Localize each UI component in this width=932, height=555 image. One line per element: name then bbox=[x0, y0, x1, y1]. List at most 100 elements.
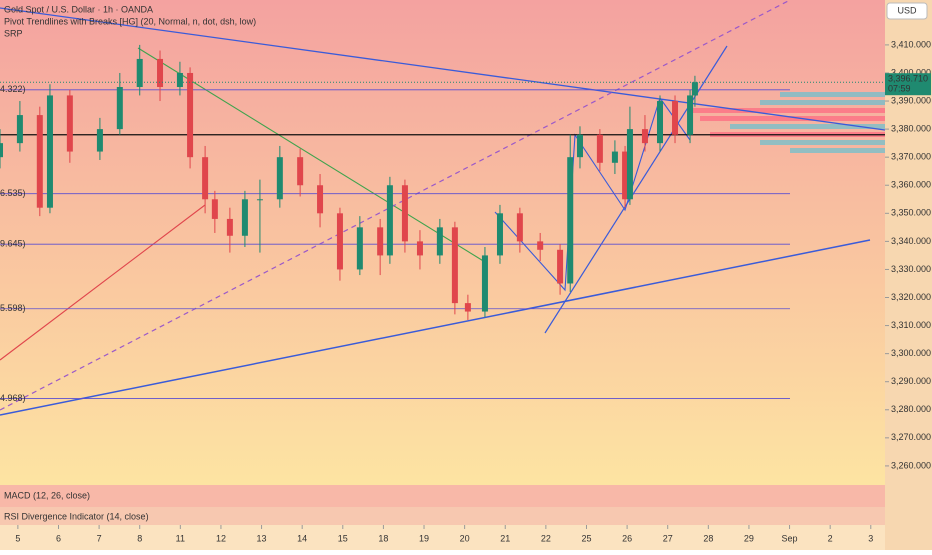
candle-body bbox=[187, 72, 194, 158]
macd-pane bbox=[0, 485, 885, 507]
y-tick-label: 3,310.000 bbox=[891, 320, 931, 330]
candle-body bbox=[356, 227, 363, 270]
candle-body bbox=[687, 95, 694, 135]
srp: SRP bbox=[4, 28, 23, 38]
candle-body bbox=[297, 157, 304, 186]
countdown: 07:59 bbox=[888, 84, 911, 94]
rsi-pane bbox=[0, 507, 885, 525]
y-tick-label: 3,300.000 bbox=[891, 348, 931, 358]
candle-body bbox=[557, 249, 564, 284]
x-tick-label: 8 bbox=[137, 533, 142, 543]
candle-body bbox=[596, 134, 603, 163]
rsi-label: RSI Divergence Indicator (14, close) bbox=[4, 511, 149, 521]
last-price: 3,396.710 bbox=[888, 74, 928, 84]
y-tick-label: 3,400.000 bbox=[891, 67, 931, 77]
y-tick-label: 3,330.000 bbox=[891, 264, 931, 274]
candle-body bbox=[136, 58, 143, 88]
y-tick-label: 3,290.000 bbox=[891, 376, 931, 386]
time-axis bbox=[0, 525, 885, 550]
x-tick-label: 27 bbox=[663, 533, 673, 543]
candle-body bbox=[537, 241, 544, 250]
macd-label: MACD (12, 26, close) bbox=[4, 490, 90, 500]
candle-body bbox=[496, 213, 503, 256]
x-tick-label: 12 bbox=[216, 533, 226, 543]
indicator: Pivot Trendlines with Breaks [HG] (20, N… bbox=[4, 16, 256, 26]
level-label: 9.645) bbox=[0, 239, 26, 249]
candle-body bbox=[672, 101, 679, 135]
candle-body bbox=[622, 151, 629, 200]
candle-body bbox=[46, 95, 53, 208]
x-tick-label: 28 bbox=[703, 533, 713, 543]
candle-body bbox=[401, 185, 408, 242]
level-label: 5.598) bbox=[0, 303, 26, 313]
candle-body bbox=[226, 218, 233, 236]
y-tick-label: 3,280.000 bbox=[891, 404, 931, 414]
y-tick-label: 3,390.000 bbox=[891, 95, 931, 105]
x-tick-label: 25 bbox=[581, 533, 591, 543]
candle-body bbox=[336, 213, 343, 270]
candle-body bbox=[0, 143, 3, 158]
candle-body bbox=[576, 134, 583, 158]
candle-body bbox=[256, 199, 263, 201]
candle-body bbox=[436, 227, 443, 256]
y-tick-label: 3,260.000 bbox=[891, 460, 931, 470]
x-tick-label: 7 bbox=[97, 533, 102, 543]
x-tick-label: 21 bbox=[500, 533, 510, 543]
x-tick-label: 3 bbox=[868, 533, 873, 543]
candle-body bbox=[96, 129, 103, 152]
y-tick-label: 3,340.000 bbox=[891, 236, 931, 246]
last-price-box bbox=[885, 73, 931, 96]
candle-body bbox=[567, 157, 574, 284]
y-tick-label: 3,350.000 bbox=[891, 208, 931, 218]
x-tick-label: 11 bbox=[176, 533, 185, 543]
candle-body bbox=[611, 151, 618, 163]
x-tick-label: 14 bbox=[297, 533, 307, 543]
y-tick-label: 3,320.000 bbox=[891, 292, 931, 302]
x-tick-label: 13 bbox=[257, 533, 267, 543]
candle-body bbox=[656, 101, 663, 144]
symbol: Gold Spot / U.S. Dollar · 1h · OANDA bbox=[4, 4, 153, 14]
candle-body bbox=[16, 115, 23, 144]
y-tick-label: 3,380.000 bbox=[891, 123, 931, 133]
x-tick-label: 18 bbox=[378, 533, 388, 543]
candle-body bbox=[451, 227, 458, 304]
candle-body bbox=[626, 129, 633, 200]
candle-body bbox=[157, 58, 164, 88]
x-tick-label: 22 bbox=[541, 533, 551, 543]
candle-body bbox=[36, 115, 43, 208]
candle-body bbox=[241, 199, 248, 236]
trendlines bbox=[0, 0, 886, 416]
y-tick-label: 3,360.000 bbox=[891, 180, 931, 190]
x-tick-label: 29 bbox=[744, 533, 754, 543]
level-label: 6.535) bbox=[0, 188, 26, 198]
x-tick-label: Sep bbox=[782, 533, 798, 543]
candle-body bbox=[317, 185, 324, 214]
currency[interactable]: USD bbox=[897, 5, 917, 15]
candle-body bbox=[211, 199, 218, 219]
x-tick-label: 26 bbox=[622, 533, 632, 543]
candle-body bbox=[641, 129, 648, 144]
candle-body bbox=[116, 87, 123, 130]
candle-body bbox=[691, 82, 698, 96]
candle-body bbox=[516, 213, 523, 242]
x-tick-label: 2 bbox=[828, 533, 833, 543]
currency-button[interactable] bbox=[886, 2, 928, 20]
candle-body bbox=[481, 255, 488, 312]
x-tick-label: 15 bbox=[338, 533, 348, 543]
x-tick-label: 19 bbox=[419, 533, 429, 543]
candle-body bbox=[464, 303, 471, 312]
level-label: 4.322) bbox=[0, 84, 26, 94]
candle-body bbox=[416, 241, 423, 256]
candle-body bbox=[176, 72, 183, 88]
y-tick-label: 3,270.000 bbox=[891, 432, 931, 442]
y-tick-label: 3,410.000 bbox=[891, 39, 931, 49]
candle-body bbox=[276, 157, 283, 200]
candle-body bbox=[202, 157, 209, 200]
candle-body bbox=[386, 185, 393, 256]
x-tick-label: 20 bbox=[460, 533, 470, 543]
x-tick-label: 5 bbox=[15, 533, 20, 543]
y-tick-label: 3,370.000 bbox=[891, 152, 931, 162]
candle-body bbox=[377, 227, 384, 256]
candle-body bbox=[66, 95, 73, 152]
